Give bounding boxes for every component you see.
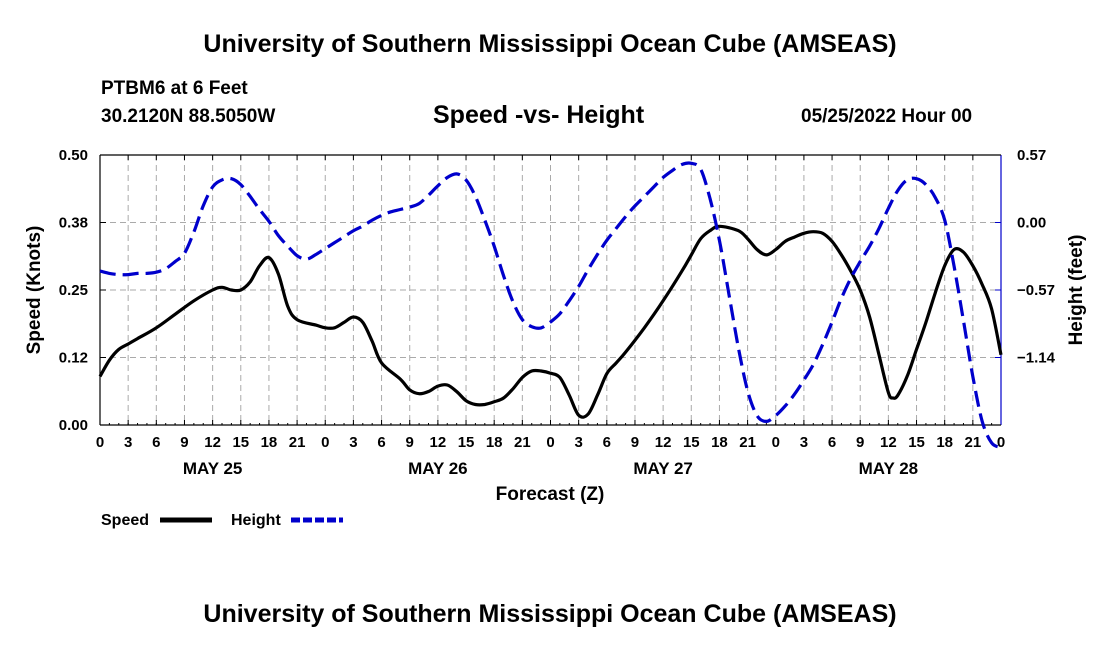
legend: Speed Height (101, 512, 343, 529)
x-axis-label: Forecast (Z) (496, 484, 605, 505)
series (98, 161, 1003, 450)
x-tick-label: 9 (406, 434, 414, 451)
x-tick-label: 21 (514, 434, 531, 451)
axes (99, 154, 1002, 426)
series-line-height (99, 161, 1002, 450)
left-tick-label: 0.00 (59, 417, 88, 434)
x-tick-label: 3 (124, 434, 132, 451)
right-tick-label: 0.57 (1017, 147, 1046, 164)
day-label: MAY 26 (408, 459, 468, 478)
x-tick-label: 21 (739, 434, 756, 451)
x-tick-label: 9 (856, 434, 864, 451)
x-tick-label: 15 (232, 434, 249, 451)
x-tick-label: 18 (711, 434, 728, 451)
station-label: PTBM6 at 6 Feet (101, 78, 248, 99)
coordinates-label: 30.2120N 88.5050W (101, 106, 276, 127)
left-tick-label: 0.12 (59, 350, 88, 367)
tick-labels: 0 3 6 9 12 15 18 21 0 3 6 9 12 15 18 21 0 3 6 9 12 15 18 21 0 3 6 9… (59, 147, 1056, 478)
day-label: MAY 28 (859, 459, 919, 478)
left-tick-label: 0.38 (59, 215, 88, 232)
right-tick-label: −0.57 (1017, 282, 1055, 299)
x-tick-label: 0 (997, 434, 1005, 451)
x-tick-label: 6 (152, 434, 160, 451)
legend-label-speed: Speed (101, 512, 149, 529)
x-tick-label: 15 (683, 434, 700, 451)
left-axis-label: Speed (Knots) (24, 226, 45, 355)
left-tick-label: 0.50 (59, 147, 88, 164)
chart-subtitle: Speed -vs- Height (433, 101, 645, 129)
x-tick-label: 12 (655, 434, 672, 451)
x-tick-label: 9 (180, 434, 188, 451)
x-tick-label: 18 (261, 434, 278, 451)
datetime-label: 05/25/2022 Hour 00 (801, 106, 973, 127)
x-tick-label: 15 (458, 434, 475, 451)
day-label: MAY 27 (633, 459, 693, 478)
x-tick-label: 18 (936, 434, 953, 451)
left-tick-label: 0.25 (59, 282, 88, 299)
x-tick-label: 0 (546, 434, 554, 451)
grid (100, 155, 1001, 425)
x-tick-label: 6 (828, 434, 836, 451)
x-tick-label: 12 (880, 434, 897, 451)
x-tick-label: 3 (574, 434, 582, 451)
x-tick-label: 3 (800, 434, 808, 451)
x-tick-label: 18 (486, 434, 503, 451)
right-tick-label: 0.00 (1017, 215, 1046, 232)
legend-label-height: Height (231, 512, 281, 529)
x-tick-label: 9 (631, 434, 639, 451)
x-tick-label: 21 (289, 434, 306, 451)
right-tick-label: −1.14 (1017, 350, 1056, 367)
x-tick-label: 0 (96, 434, 104, 451)
x-tick-label: 0 (321, 434, 329, 451)
right-axis-label: Height (feet) (1066, 235, 1087, 346)
x-tick-label: 6 (603, 434, 611, 451)
top-title: University of Southern Mississippi Ocean… (203, 30, 897, 58)
x-tick-label: 15 (908, 434, 925, 451)
day-label: MAY 25 (183, 459, 243, 478)
x-tick-label: 12 (430, 434, 447, 451)
x-tick-label: 6 (377, 434, 385, 451)
x-tick-label: 0 (772, 434, 780, 451)
x-tick-label: 12 (204, 434, 221, 451)
x-tick-label: 21 (965, 434, 982, 451)
series-line-speed (98, 224, 1003, 419)
bottom-title: University of Southern Mississippi Ocean… (203, 600, 897, 628)
x-tick-label: 3 (349, 434, 357, 451)
